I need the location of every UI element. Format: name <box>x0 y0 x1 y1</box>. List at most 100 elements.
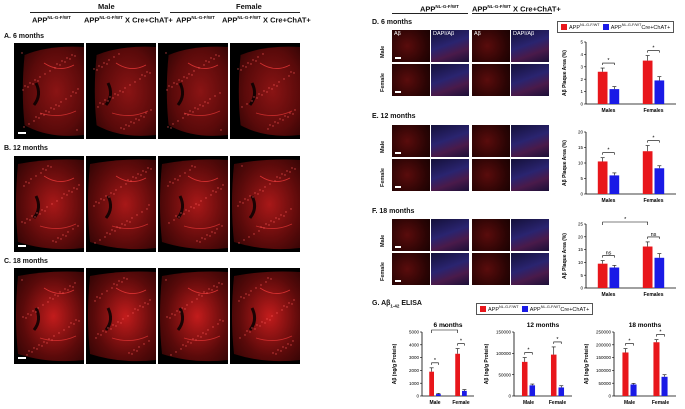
x-category-label: Male <box>624 400 635 406</box>
brain-section-image <box>158 268 228 364</box>
x-category-label: Males <box>602 292 616 298</box>
significance-bracket <box>602 152 615 155</box>
dapi-abeta-micrograph <box>431 64 469 96</box>
scale-bar <box>18 245 26 247</box>
panel-c-label: C. 18 months <box>4 258 48 265</box>
abeta-micrograph <box>472 253 510 285</box>
y-tick-label: 2000 <box>409 368 420 373</box>
bar-chart-g1: 6 months Aβ (ng/g Protein) 0 1000 2000 3000 40… <box>392 320 478 408</box>
chart-svg: 12 months Aβ (ng/g Protein) 0 50000 100000 15… <box>484 322 572 406</box>
scale-bar <box>395 91 401 93</box>
dapi-abeta-micrograph <box>431 125 469 157</box>
bar <box>462 390 467 396</box>
panel-e-label: E. 12 months <box>372 113 416 120</box>
significance-bracket <box>625 343 634 346</box>
y-axis-label: Aβ (ng/g Protein) <box>392 343 398 384</box>
scale-bar <box>395 280 401 282</box>
dapi-abeta-micrograph <box>511 159 549 191</box>
y-tick-label: 5 <box>580 273 583 278</box>
y-tick-label: 50000 <box>598 381 611 386</box>
legend-elisa-cre-swatch <box>521 306 528 313</box>
bar <box>436 394 441 396</box>
col-genotype-cre-female: APPNL-G-F/WT X Cre+ChAT+ <box>222 15 311 25</box>
x-category-label: Male <box>523 400 534 406</box>
significance-bracket <box>656 334 665 337</box>
chart-svg: 6 months Aβ (ng/g Protein) 0 1000 2000 3000 40… <box>392 322 474 406</box>
bar <box>642 151 653 194</box>
significance-mark: * <box>527 348 530 354</box>
scale-bar <box>395 186 401 188</box>
y-tick-label: 5000 <box>409 330 420 335</box>
y-tick-label: 100000 <box>596 368 612 373</box>
row-label-female: Female <box>380 262 386 281</box>
scale-bar <box>18 132 26 134</box>
x-category-label: Females <box>643 198 663 204</box>
y-axis-label: Aβ Plaque Area (%) <box>562 50 568 96</box>
dapi-abeta-micrograph <box>431 253 469 285</box>
y-tick-label: 3000 <box>409 355 420 360</box>
significance-mark: * <box>607 148 610 154</box>
col-genotype-cre-male: APPNL-G-F/WT X Cre+ChAT+ <box>84 15 173 25</box>
brain-section-image <box>14 43 84 139</box>
legend-wt-swatch <box>561 24 567 31</box>
abeta-micrograph <box>392 125 430 157</box>
y-tick-label: 5 <box>580 176 583 181</box>
bar <box>429 371 434 396</box>
panel-a-label: A. 6 months <box>4 33 45 40</box>
y-axis-label: Aβ (ng/g Protein) <box>584 343 590 384</box>
significance-bracket <box>602 255 615 258</box>
y-tick-label: 50000 <box>498 372 511 377</box>
abeta-micrograph <box>472 125 510 157</box>
abeta-micrograph: Aβ <box>392 30 430 62</box>
tile-label-dapi-ab: DAPI/Aβ <box>513 31 535 37</box>
abeta-micrograph <box>392 159 430 191</box>
bar-chart-d: Aβ Plaque Area (%) 0 1 2 3 4 5 Males * Females * <box>562 36 680 116</box>
y-tick-label: 1000 <box>409 381 420 386</box>
brain-section-image <box>86 43 156 139</box>
col-genotype-wt-female: APPNL-G-F/WT <box>176 15 215 25</box>
x-category-label: Females <box>643 292 663 298</box>
significance-mark: * <box>607 58 610 64</box>
bar <box>642 60 653 104</box>
significance-mark-across: * <box>624 217 627 223</box>
bar <box>654 168 665 194</box>
bar <box>550 354 557 396</box>
bar <box>597 263 608 288</box>
chart-title: 18 months <box>629 322 662 329</box>
y-axis-label: Aβ Plaque Area (%) <box>562 233 568 279</box>
y-tick-label: 25 <box>578 222 584 227</box>
legend-elisa: APPNL-G-F/WT APPNL-G-F/WTCre+ChAT+ <box>476 303 594 315</box>
male-header-rule <box>30 12 160 13</box>
significance-bracket <box>524 352 533 355</box>
dapi-abeta-micrograph <box>511 125 549 157</box>
y-tick-label: 100000 <box>496 351 512 356</box>
y-tick-label: 20 <box>578 130 584 135</box>
x-category-label: Males <box>602 198 616 204</box>
chart-svg: 18 months Aβ (ng/g Protein) 0 50000 100000 15… <box>584 322 676 406</box>
col-genotype-wt-male: APPNL-G-F/WT <box>32 15 71 25</box>
significance-mark: * <box>460 339 463 345</box>
y-tick-label: 15 <box>578 247 584 252</box>
tile-label-ab: Aβ <box>394 31 401 37</box>
x-category-label: Male <box>429 400 440 406</box>
significance-bracket <box>647 236 660 239</box>
right-genotype-cre: APPNL-G-F/WT X Cre+ChAT+ <box>472 4 561 14</box>
legend-top: APPNL-G-F/WT APPNL-G-F/WTCre+ChAT+ <box>557 21 675 33</box>
bar <box>653 342 660 396</box>
y-tick-label: 250000 <box>596 330 612 335</box>
y-tick-label: 150000 <box>596 355 612 360</box>
scale-bar <box>18 357 26 359</box>
significance-mark: * <box>556 337 559 343</box>
dapi-abeta-micrograph <box>431 159 469 191</box>
y-tick-label: 15 <box>578 145 584 150</box>
right-wt-rule <box>392 13 468 14</box>
abeta-micrograph <box>472 64 510 96</box>
y-tick-label: 0 <box>580 192 583 197</box>
significance-mark: * <box>652 46 655 52</box>
y-tick-label: 20 <box>578 234 584 239</box>
bar-chart-g3: 18 months Aβ (ng/g Protein) 0 50000 100000 15… <box>584 320 680 408</box>
bar <box>654 80 665 104</box>
y-tick-label: 0 <box>580 286 583 291</box>
brain-section-image <box>86 156 156 252</box>
scale-bar <box>395 57 401 59</box>
